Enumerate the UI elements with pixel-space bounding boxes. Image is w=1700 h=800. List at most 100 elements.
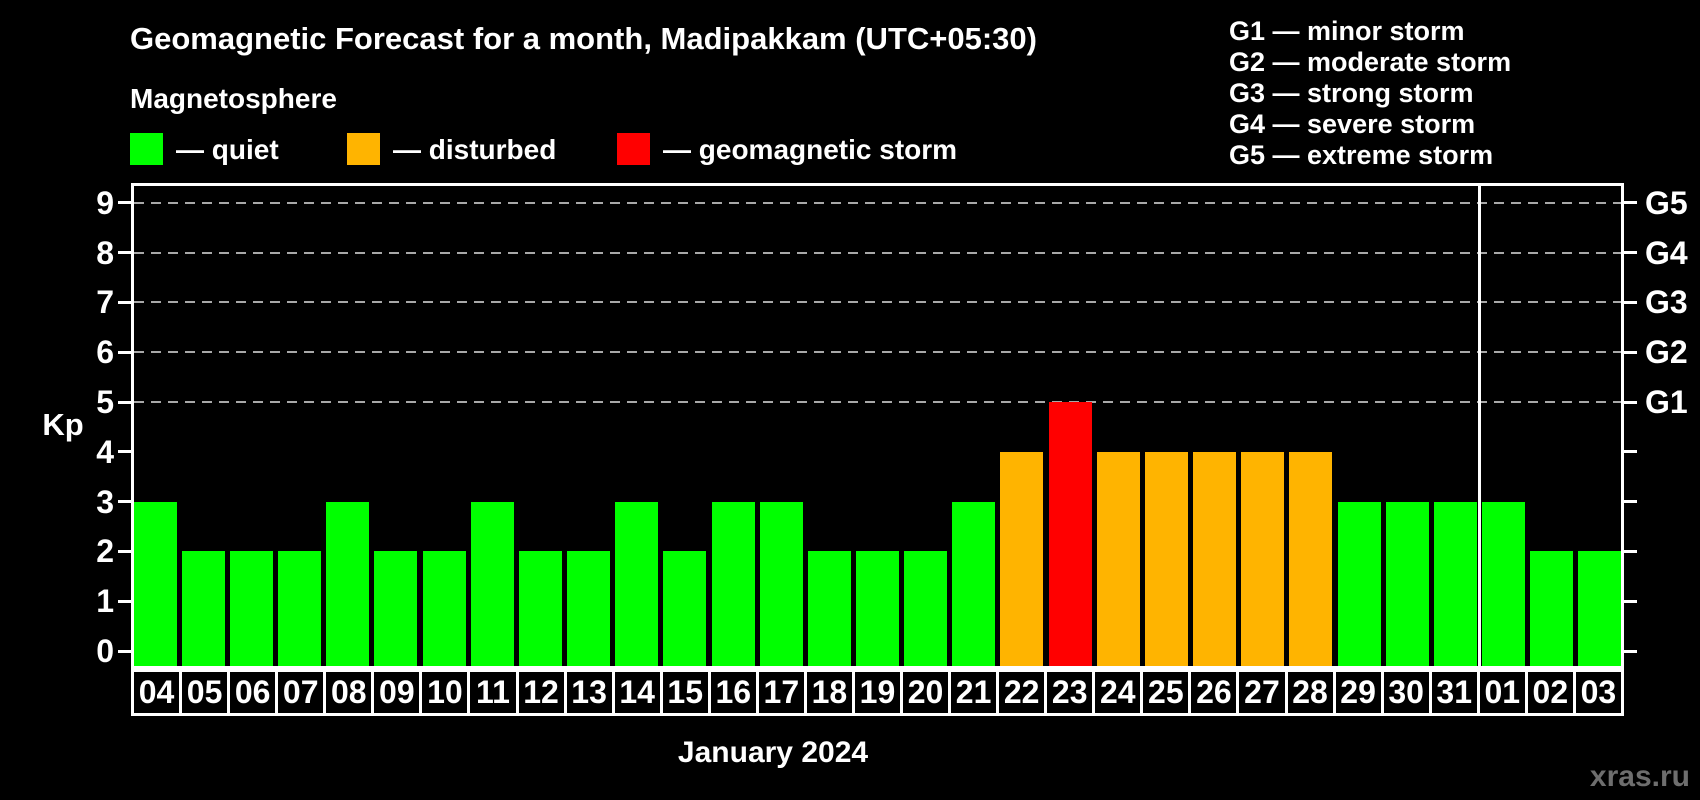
plot-area	[131, 183, 1624, 669]
kp-bar-12	[518, 551, 562, 669]
kp-bar-04	[133, 501, 177, 669]
day-label-08: 08	[326, 672, 375, 713]
day-label-01: 01	[1480, 672, 1528, 713]
gridline-kp-9	[134, 201, 1621, 204]
kp-bar-07	[278, 551, 322, 669]
kp-bar-23	[1048, 402, 1092, 669]
kp-bar-19	[856, 551, 899, 669]
y-axis-tick-left-3	[118, 500, 131, 504]
day-label-27: 27	[1239, 672, 1288, 713]
y-axis-tick-left-2	[118, 549, 131, 553]
x-axis-title: January 2024	[677, 736, 869, 769]
kp-bar-03	[1578, 551, 1622, 669]
day-label-03: 03	[1580, 674, 1617, 710]
storm-scale-line-g3: G3 — strong storm	[1229, 78, 1474, 108]
kp-bar-11	[470, 501, 514, 669]
gridline-kp-5	[134, 401, 1621, 403]
kp-bar-31	[1433, 501, 1477, 669]
y-axis-tick-left-7	[118, 300, 131, 304]
kp-bar-14	[615, 501, 659, 669]
day-label-28: 28	[1288, 672, 1336, 713]
day-label-31: 31	[1432, 672, 1480, 713]
y-axis-tick-right-8	[1624, 251, 1637, 255]
watermark: xras.ru	[1589, 760, 1690, 793]
right-axis-label-g2: G2	[1645, 334, 1688, 371]
y-axis-tick-left-5	[118, 400, 131, 404]
y-axis-label-8: 8	[96, 234, 114, 271]
y-axis-label-6: 6	[96, 334, 114, 371]
kp-bar-17	[759, 501, 803, 669]
gridline-kp-8	[134, 251, 1621, 254]
y-axis-tick-right-4	[1624, 450, 1637, 454]
kp-bar-15	[663, 551, 707, 669]
kp-bar-06	[229, 551, 273, 669]
y-axis-title: Kp	[42, 407, 84, 442]
gridline-kp-7	[134, 301, 1621, 304]
day-label-14: 14	[615, 672, 663, 713]
kp-bar-28	[1289, 451, 1333, 669]
y-axis-label-3: 3	[96, 483, 114, 520]
magnetosphere-label: Magnetosphere	[130, 83, 337, 114]
day-label-19: 19	[855, 672, 903, 713]
kp-bar-05	[181, 551, 225, 669]
legend-label-storm: — geomagnetic storm	[663, 133, 958, 165]
x-axis-day-labels: 04 05 06 07 08 09 10 11 12 13 14 15 16 17 18 19 20 21 22 23…	[131, 669, 1624, 716]
kp-bar-01	[1482, 501, 1526, 669]
y-axis-label-5: 5	[96, 384, 114, 420]
kp-bar-16	[711, 501, 755, 669]
quiet-color-swatch	[130, 133, 163, 165]
day-label-05: 05	[182, 672, 231, 713]
kp-bar-08	[326, 501, 370, 669]
day-label-04: 04	[134, 672, 183, 713]
y-axis-tick-left-9	[118, 201, 131, 205]
y-axis-tick-left-8	[118, 251, 131, 255]
y-axis-tick-right-0	[1624, 649, 1637, 653]
day-label-12: 12	[519, 672, 567, 713]
day-label-07: 07	[278, 672, 327, 713]
storm-scale-line-g4: G4 — severe storm	[1229, 109, 1476, 139]
y-axis-tick-left-6	[118, 350, 131, 354]
kp-bar-29	[1337, 501, 1381, 669]
kp-bar-21	[952, 501, 996, 669]
kp-bar-09	[374, 551, 418, 669]
storm-scale-line-g1: G1 — minor storm	[1229, 16, 1465, 46]
y-axis-tick-right-7	[1624, 300, 1637, 304]
legend-item-quiet: — quiet	[130, 133, 279, 165]
y-axis-tick-left-0	[118, 649, 131, 653]
legend-label-quiet: — quiet	[176, 133, 279, 165]
storm-scale-line-g2: G2 — moderate storm	[1229, 47, 1512, 77]
day-label-30: 30	[1384, 672, 1432, 713]
kp-bar-20	[904, 551, 948, 669]
day-label-18: 18	[807, 672, 855, 713]
day-label-22: 22	[999, 672, 1048, 713]
day-label-13: 13	[567, 672, 615, 713]
kp-bar-30	[1385, 501, 1429, 669]
month-separator-line	[1478, 183, 1482, 669]
right-axis-label-g3: G3	[1645, 284, 1688, 321]
y-axis-tick-right-2	[1624, 549, 1637, 553]
day-label-11: 11	[470, 672, 519, 713]
y-axis-label-4: 4	[96, 433, 114, 470]
day-label-17: 17	[759, 672, 807, 713]
kp-bar-27	[1241, 451, 1285, 669]
y-axis-label-2: 2	[96, 533, 114, 570]
y-axis-tick-right-1	[1624, 599, 1637, 603]
right-axis-label-g5: G5	[1645, 184, 1688, 221]
storm-scale-line-g5: G5 — extreme storm	[1229, 140, 1494, 170]
y-axis-tick-right-9	[1624, 201, 1637, 205]
gridline-kp-6	[134, 351, 1621, 354]
day-label-20: 20	[903, 672, 952, 713]
kp-bar-10	[422, 551, 466, 669]
day-label-02: 02	[1528, 672, 1576, 713]
right-axis-label-g4: G4	[1645, 234, 1688, 271]
day-label-25: 25	[1143, 672, 1192, 713]
kp-bar-26	[1193, 451, 1237, 669]
y-axis-label-0: 0	[96, 633, 114, 669]
storm-color-swatch	[617, 133, 650, 165]
legend-item-storm: — geomagnetic storm	[617, 133, 957, 165]
chart-title: Geomagnetic Forecast for a month, Madipa…	[130, 21, 1037, 56]
day-label-09: 09	[374, 672, 423, 713]
day-label-06: 06	[230, 672, 279, 713]
kp-bar-18	[807, 551, 851, 669]
